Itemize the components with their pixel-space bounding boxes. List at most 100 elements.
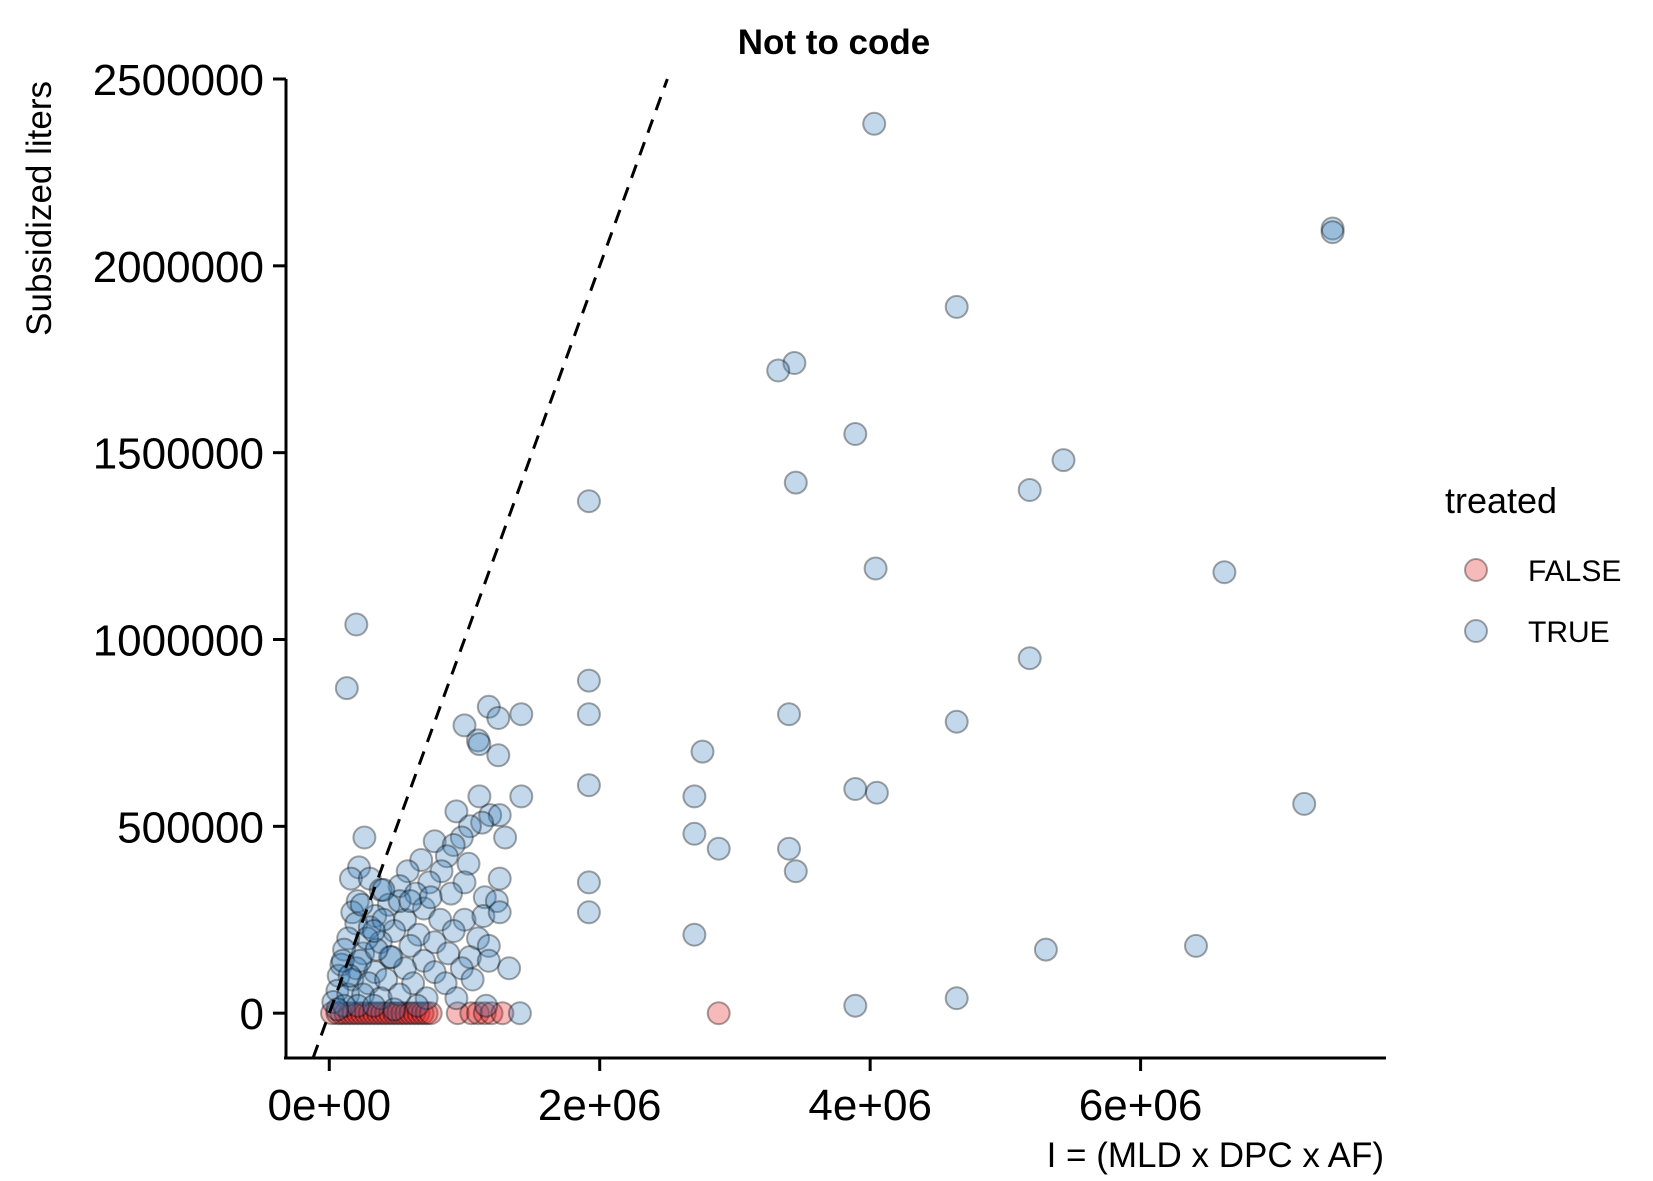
data-point-true <box>345 889 370 914</box>
data-point-true <box>484 889 509 914</box>
x-axis-title: I = (MLD x DPC x AF) <box>1047 1136 1384 1175</box>
data-point-false <box>414 1001 439 1026</box>
data-point-true <box>864 780 889 805</box>
data-point-true <box>944 709 969 734</box>
data-point-false <box>382 1001 407 1026</box>
reference-line <box>311 78 669 1059</box>
data-point-true <box>368 986 393 1011</box>
data-point-true <box>374 967 399 992</box>
data-point-true <box>1320 220 1345 245</box>
data-point-true <box>441 833 466 857</box>
data-point-true <box>452 907 477 932</box>
data-point-true <box>351 941 376 966</box>
x-tick-label: 0e+00 <box>267 1081 391 1130</box>
data-point-true <box>766 358 791 383</box>
y-tick-label: 1000000 <box>93 616 264 665</box>
data-point-true <box>387 889 412 914</box>
data-point-true <box>393 956 417 981</box>
y-tick-label: 1500000 <box>93 430 264 479</box>
data-point-true <box>398 933 423 958</box>
x-tick-label: 2e+06 <box>538 1081 662 1130</box>
data-point-false <box>479 1001 504 1026</box>
data-point-true <box>405 993 430 1018</box>
data-point-true <box>466 926 490 951</box>
data-point-true <box>486 706 511 730</box>
data-point-true <box>406 922 431 947</box>
data-point-true <box>387 874 412 899</box>
data-point-false <box>370 1001 394 1026</box>
data-point-true <box>457 814 482 839</box>
data-point-true <box>862 111 887 136</box>
data-point-true <box>414 986 439 1011</box>
data-point-true <box>411 896 436 921</box>
data-point-false <box>341 1001 366 1026</box>
data-point-false <box>390 1001 415 1026</box>
data-point-true <box>452 713 477 738</box>
data-point-false <box>386 1001 411 1026</box>
data-point-true <box>493 825 518 850</box>
y-tick-label: 500000 <box>117 803 264 852</box>
data-point-true <box>576 870 601 895</box>
data-point-true <box>433 971 458 996</box>
data-point-true <box>507 1001 532 1026</box>
data-point-true <box>576 702 601 727</box>
data-point-true <box>682 784 707 809</box>
data-point-false <box>472 1001 497 1026</box>
data-point-true <box>474 993 499 1018</box>
data-point-true <box>682 821 707 846</box>
data-point-true <box>336 982 361 1007</box>
legend-title: treated <box>1445 480 1557 521</box>
data-point-true <box>1292 791 1317 816</box>
data-point-true <box>387 982 412 1007</box>
y-axis: 0 500000 1000000 1500000 2000000 2500000 <box>93 56 288 1059</box>
data-point-true <box>478 803 503 828</box>
data-point-true <box>368 877 393 902</box>
data-point-true <box>1033 937 1058 962</box>
data-point-false <box>345 1001 370 1026</box>
data-point-true <box>364 937 389 962</box>
data-point-true <box>368 930 393 955</box>
data-point-true <box>444 986 469 1011</box>
data-point-true <box>777 702 801 727</box>
data-point-false <box>398 1001 423 1026</box>
data-point-true <box>863 556 888 581</box>
data-point-true <box>497 956 522 981</box>
y-axis-title: Subsidized liters <box>20 81 59 336</box>
legend-label-true: TRUE <box>1528 616 1610 649</box>
data-point-false <box>406 1001 431 1026</box>
data-point-true <box>382 997 407 1022</box>
legend-label-false: FALSE <box>1528 555 1621 588</box>
legend-swatch-false <box>1464 558 1488 582</box>
data-point-false <box>706 1001 731 1026</box>
data-point-true <box>325 978 350 1003</box>
data-point-true <box>379 945 404 970</box>
data-point-true <box>783 470 808 495</box>
data-point-false <box>374 1001 399 1026</box>
data-point-true <box>403 881 428 906</box>
data-point-true <box>330 948 355 973</box>
data-point-true <box>334 676 359 701</box>
data-point-true <box>783 859 808 884</box>
data-point-true <box>576 900 601 925</box>
data-point-true <box>351 982 376 1007</box>
data-point-true <box>576 489 601 514</box>
data-point-true <box>357 866 382 891</box>
data-point-true <box>422 960 447 985</box>
data-point-false <box>357 1001 382 1026</box>
data-point-true <box>376 892 401 917</box>
data-point-true <box>344 612 369 637</box>
x-axis: 0e+00 2e+06 4e+06 6e+06 <box>267 1056 1386 1130</box>
data-point-true <box>352 825 377 850</box>
data-point-true <box>467 732 492 757</box>
data-point-true <box>436 941 461 966</box>
data-point-false <box>333 1001 358 1026</box>
data-point-true <box>457 945 482 970</box>
data-point-true <box>428 907 453 932</box>
data-point-true <box>576 668 601 693</box>
data-point-true <box>378 945 403 970</box>
data-point-true <box>371 907 396 932</box>
data-point-true <box>690 739 715 764</box>
data-point-true <box>466 728 490 753</box>
data-point-true <box>1212 560 1237 585</box>
